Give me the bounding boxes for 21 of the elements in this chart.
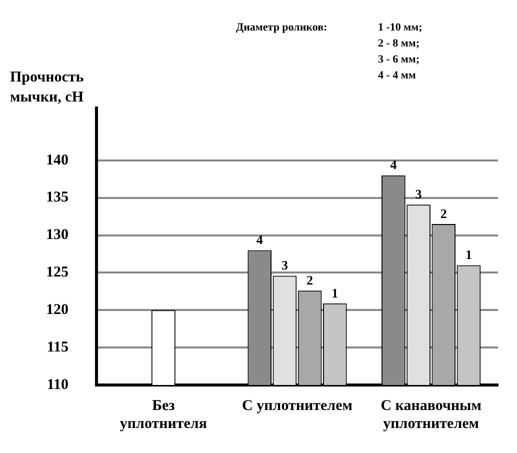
text: 1	[465, 247, 472, 262]
y-tick-label: 135	[46, 190, 68, 206]
y-tick-label: 115	[46, 339, 68, 356]
series-label: 1	[332, 285, 338, 300]
x-tick-label: С уплотнителем	[242, 398, 352, 414]
text: Диаметр роликов:	[236, 21, 328, 34]
text: 3	[281, 258, 288, 273]
series-label: 4	[390, 157, 398, 172]
x-tick-label: С канавочным уплотнителем	[380, 398, 482, 432]
series-label: 3	[415, 186, 422, 202]
y-tick-label: 110	[46, 376, 68, 393]
text: 4	[256, 232, 263, 248]
x-tick-label: Без уплотнителя	[120, 398, 207, 432]
y-tick-label: 140	[46, 152, 68, 168]
text: 1 -10 мм; 2 - 8 мм; 3 - 6 мм; 4 - 4 мм	[378, 21, 422, 82]
y-tick-label: 130	[46, 227, 68, 244]
y-tick-label: 125	[46, 264, 68, 281]
y-axis-title: Прочность мычки, сН	[10, 69, 84, 106]
y-tick-label: 120	[46, 302, 68, 318]
text: 2	[306, 272, 314, 288]
series-label: 2	[440, 206, 447, 221]
